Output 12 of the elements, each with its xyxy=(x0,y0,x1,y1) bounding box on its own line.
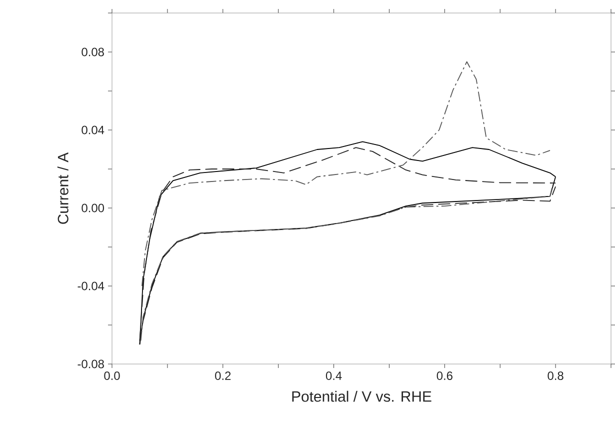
x-tick-label: 0.4 xyxy=(326,372,342,380)
y-tick-label: 0.00 xyxy=(82,204,104,212)
x-tick-label: 0.0 xyxy=(104,372,120,380)
y-tick-label: 0.08 xyxy=(82,48,104,56)
y-tick-label: 0.04 xyxy=(82,126,104,134)
y-axis-title: Current / A xyxy=(57,152,68,224)
x-axis-title: Potential / V vs. RHE xyxy=(292,390,432,402)
x-tick-label: 0.8 xyxy=(548,372,564,380)
x-tick-label: 0.2 xyxy=(215,372,231,380)
x-tick-label: 0.6 xyxy=(436,372,452,380)
y-tick-label: -0.04 xyxy=(78,282,104,290)
y-tick-label: -0.08 xyxy=(78,360,104,368)
